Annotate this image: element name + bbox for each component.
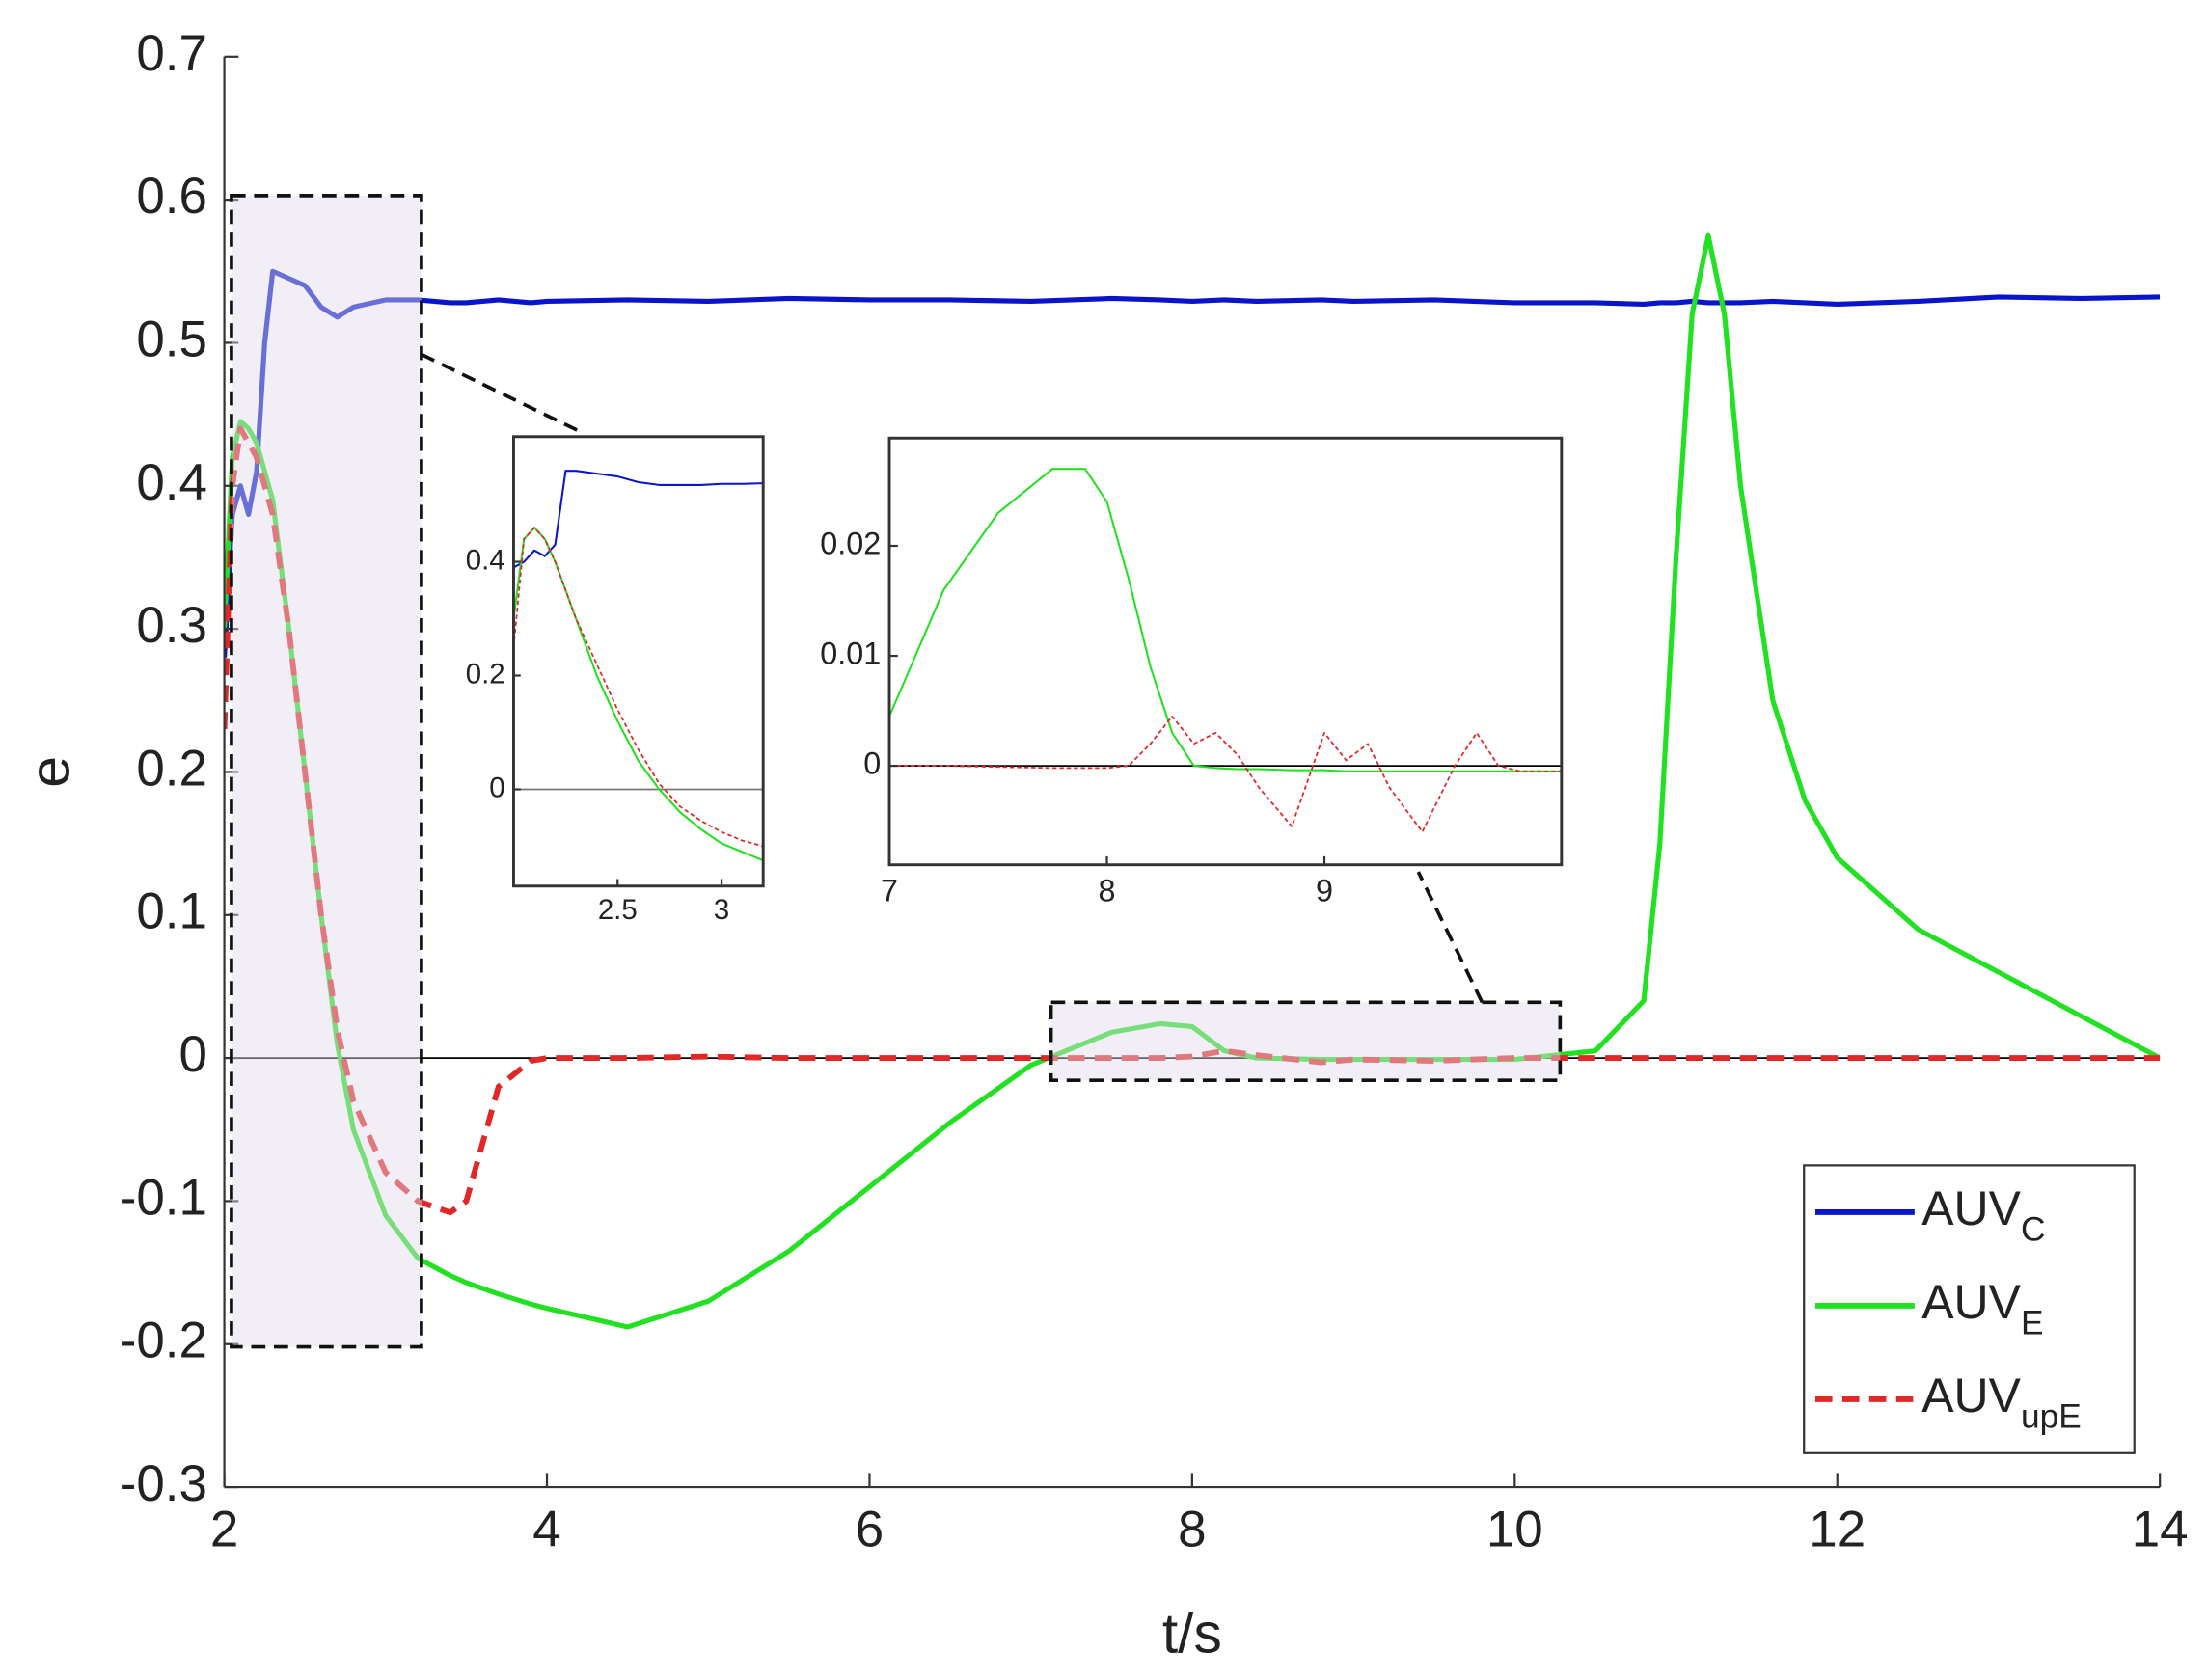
- y-tick-label: 0.4: [466, 544, 505, 576]
- legend-subscript: upE: [2021, 1398, 2082, 1436]
- x-tick-label: 10: [1486, 1502, 1543, 1558]
- series-line: [889, 468, 1562, 772]
- series-group: [889, 468, 1562, 833]
- y-tick-label: 0: [178, 1026, 206, 1083]
- zoom-region: [1049, 1000, 1563, 1083]
- y-tick-label: 0.6: [136, 168, 207, 225]
- series-group: [513, 470, 764, 862]
- y-tick-label: 0.2: [466, 658, 505, 690]
- x-tick-label: 8: [1178, 1502, 1206, 1558]
- y-tick-label: -0.1: [120, 1169, 207, 1226]
- x-tick-label: 8: [1099, 873, 1116, 908]
- legend-name: AUV: [1921, 1275, 2021, 1329]
- y-tick-label: 0: [863, 746, 881, 781]
- x-tick-label: 3: [714, 894, 729, 926]
- legend-subscript: E: [2021, 1305, 2044, 1342]
- x-tick-label: 4: [532, 1502, 560, 1558]
- inset-plot: 0 0.01 0.02 7 8 9: [820, 436, 1564, 908]
- legend-subscript: C: [2021, 1211, 2045, 1249]
- x-tick-label: 6: [856, 1502, 884, 1558]
- y-tick-label: 0.1: [136, 883, 207, 940]
- y-tick-label: 0.02: [820, 527, 881, 561]
- y-tick-label: 0: [489, 772, 504, 803]
- legend-label: AUVE: [1921, 1275, 2043, 1342]
- y-tick-label: 0.3: [136, 597, 207, 654]
- legend-label: AUVupE: [1921, 1368, 2081, 1436]
- x-tick-label: 9: [1316, 873, 1333, 908]
- axes-box: [887, 436, 1564, 867]
- series-line: [889, 715, 1562, 833]
- x-tick-label: 7: [881, 873, 898, 908]
- legend-name: AUV: [1921, 1181, 2021, 1235]
- x-tick-label: 14: [2132, 1502, 2189, 1558]
- series-line: [513, 527, 764, 848]
- plot-background: [513, 436, 764, 886]
- series-line: [224, 425, 2161, 1216]
- plot-background: [889, 438, 1562, 865]
- legend-label: AUVC: [1921, 1181, 2045, 1249]
- y-tick-label: 0.4: [136, 454, 207, 511]
- axes-box: [511, 435, 765, 888]
- x-tick-label: 2: [210, 1502, 238, 1558]
- y-tick-label: 0.01: [820, 637, 881, 671]
- series-group: [224, 232, 2161, 1330]
- x-axis-label: t/s: [1162, 1602, 1222, 1665]
- y-tick-label: 0.2: [136, 740, 207, 797]
- zoom-markers: [230, 194, 1563, 1349]
- y-axis-label: e: [19, 756, 82, 788]
- main-plot: -0.3 -0.2 -0.1 0 0.1 0.2 0.3 0.4 0.5 0.6 0.7 2 4 6 8 10…: [19, 25, 2189, 1666]
- inset-plot: 0 0.2 0.4 2.5 3: [466, 435, 765, 926]
- series-line: [513, 470, 764, 569]
- y-tick-label: -0.3: [120, 1455, 207, 1512]
- y-tick-label: 0.7: [136, 25, 207, 82]
- legend-name: AUV: [1921, 1368, 2021, 1423]
- zoom-connector: [1416, 871, 1485, 1004]
- y-tick-label: 0.5: [136, 311, 207, 367]
- y-tick-label: -0.2: [120, 1313, 207, 1369]
- x-tick-label: 2.5: [598, 894, 638, 926]
- x-tick-label: 12: [1809, 1502, 1866, 1558]
- zoom-connector: [421, 352, 583, 435]
- zoom-region: [230, 194, 423, 1349]
